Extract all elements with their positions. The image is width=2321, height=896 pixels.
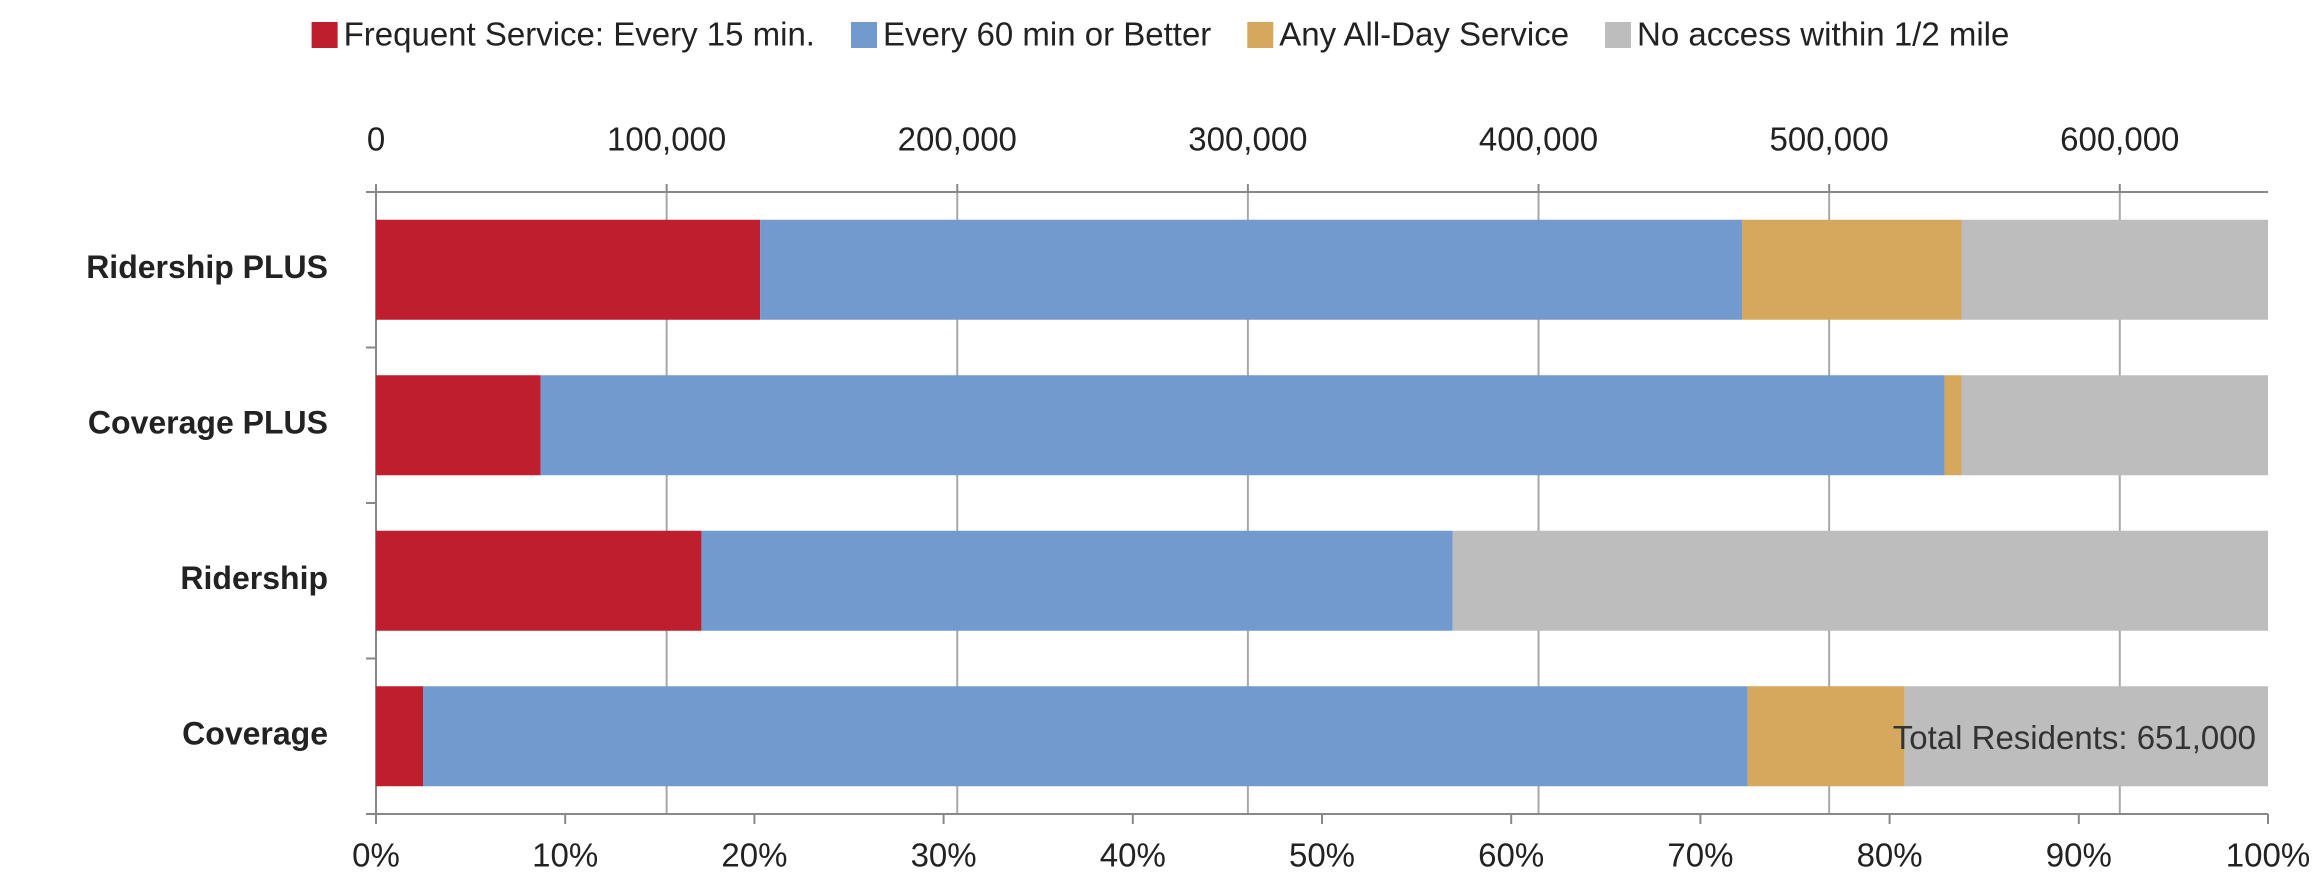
bar-segment bbox=[1747, 686, 1905, 787]
x-tick-label: 30% bbox=[911, 837, 977, 874]
x-tick-label: 90% bbox=[2046, 837, 2112, 874]
bar-segment bbox=[540, 375, 1945, 476]
x-tick-label: 70% bbox=[1667, 837, 1733, 874]
x2-tick-label: 0 bbox=[367, 121, 385, 158]
legend-swatch bbox=[1247, 22, 1274, 48]
x-tick-label: 50% bbox=[1289, 837, 1355, 874]
y-tick-label: Coverage PLUS bbox=[88, 405, 328, 441]
x-tick-label: 10% bbox=[532, 837, 598, 874]
bar-segment bbox=[376, 375, 541, 476]
x2-tick-label: 600,000 bbox=[2060, 121, 2179, 158]
legend-label: Frequent Service: Every 15 min. bbox=[344, 16, 815, 53]
x2-tick-label: 400,000 bbox=[1479, 121, 1598, 158]
bar-segment bbox=[1904, 686, 2268, 787]
legend: Frequent Service: Every 15 min. Every 60 … bbox=[311, 16, 2009, 53]
bar-segment bbox=[1961, 219, 2268, 320]
legend-item: No access within 1/2 mile bbox=[1605, 16, 2009, 53]
legend-swatch bbox=[850, 22, 877, 48]
legend-item: Any All-Day Service bbox=[1247, 16, 1569, 53]
bar-segment bbox=[1452, 530, 2268, 631]
legend-label: Any All-Day Service bbox=[1279, 16, 1569, 53]
y-tick-label: Coverage bbox=[182, 716, 328, 752]
x2-tick-label: 100,000 bbox=[607, 121, 726, 158]
legend-label: No access within 1/2 mile bbox=[1637, 16, 2009, 53]
bar-segment bbox=[701, 530, 1453, 631]
x-tick-label: 0% bbox=[352, 837, 400, 874]
bar-segment bbox=[1961, 375, 2268, 476]
x2-tick-label: 300,000 bbox=[1188, 121, 1307, 158]
x-tick-label: 80% bbox=[1857, 837, 1923, 874]
legend-swatch bbox=[1605, 22, 1632, 48]
bar-segment bbox=[423, 686, 1748, 787]
bar-segment bbox=[376, 219, 761, 320]
bar-segment bbox=[760, 219, 1743, 320]
x-tick-label: 100% bbox=[2226, 837, 2310, 874]
legend-label: Every 60 min or Better bbox=[883, 16, 1211, 53]
legend-item: Frequent Service: Every 15 min. bbox=[311, 16, 815, 53]
y-tick-label: Ridership PLUS bbox=[86, 249, 328, 285]
x2-tick-label: 200,000 bbox=[898, 121, 1017, 158]
x-tick-label: 20% bbox=[721, 837, 787, 874]
annotation: Total Residents: 651,000 bbox=[1893, 719, 2256, 756]
legend-item: Every 60 min or Better bbox=[850, 16, 1211, 53]
x-tick-label: 40% bbox=[1100, 837, 1166, 874]
x2-tick-label: 500,000 bbox=[1770, 121, 1889, 158]
legend-swatch bbox=[311, 22, 338, 48]
bar-segment bbox=[376, 686, 424, 787]
bar-segment bbox=[1944, 375, 1962, 476]
bar-segment bbox=[1742, 219, 1962, 320]
x-tick-label: 60% bbox=[1478, 837, 1544, 874]
bar-segment bbox=[376, 530, 702, 631]
y-tick-label: Ridership bbox=[180, 560, 328, 596]
